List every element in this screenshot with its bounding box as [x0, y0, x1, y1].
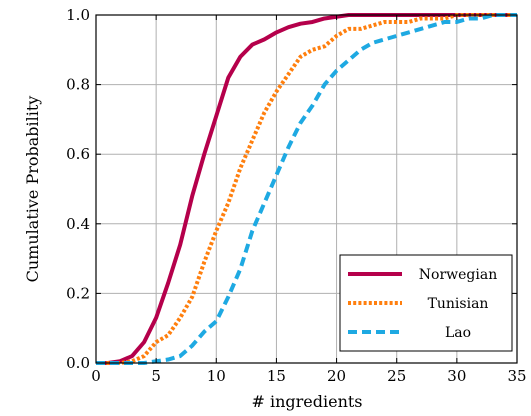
legend-label-lao: Lao	[445, 325, 471, 341]
legend: Norwegian Tunisian Lao	[339, 254, 513, 352]
x-tick-label: 25	[387, 367, 406, 385]
x-tick-label: 30	[447, 367, 466, 385]
legend-label-tunisian: Tunisian	[428, 296, 489, 312]
x-tick-label: 10	[207, 367, 226, 385]
y-tick-label: 0.6	[66, 145, 90, 163]
y-tick-label: 0.2	[66, 284, 90, 302]
x-axis-label: # ingredients	[251, 392, 362, 411]
x-tick-label: 5	[151, 367, 161, 385]
y-tick-label: 0.8	[66, 76, 90, 94]
legend-box	[339, 254, 513, 352]
x-tick-label: 0	[91, 367, 101, 385]
plot-frame	[95, 14, 518, 364]
y-axis-label: Cumulative Probability	[23, 96, 42, 283]
axes-layer: 0 5 10 15 20 25 30 35 0.0 0.2 0.4 0.6 0.8 1.0	[66, 6, 526, 385]
y-tick-label: 0.0	[66, 354, 90, 372]
x-tick-label: 35	[507, 367, 526, 385]
legend-label-norwegian: Norwegian	[419, 267, 497, 283]
y-tick-label: 0.4	[66, 215, 90, 233]
x-tick-label: 15	[267, 367, 286, 385]
x-tick-label: 20	[327, 367, 346, 385]
y-tick-label: 1.0	[66, 6, 90, 24]
series-line-tunisian	[96, 13, 517, 365]
series-line-lao	[96, 13, 517, 365]
